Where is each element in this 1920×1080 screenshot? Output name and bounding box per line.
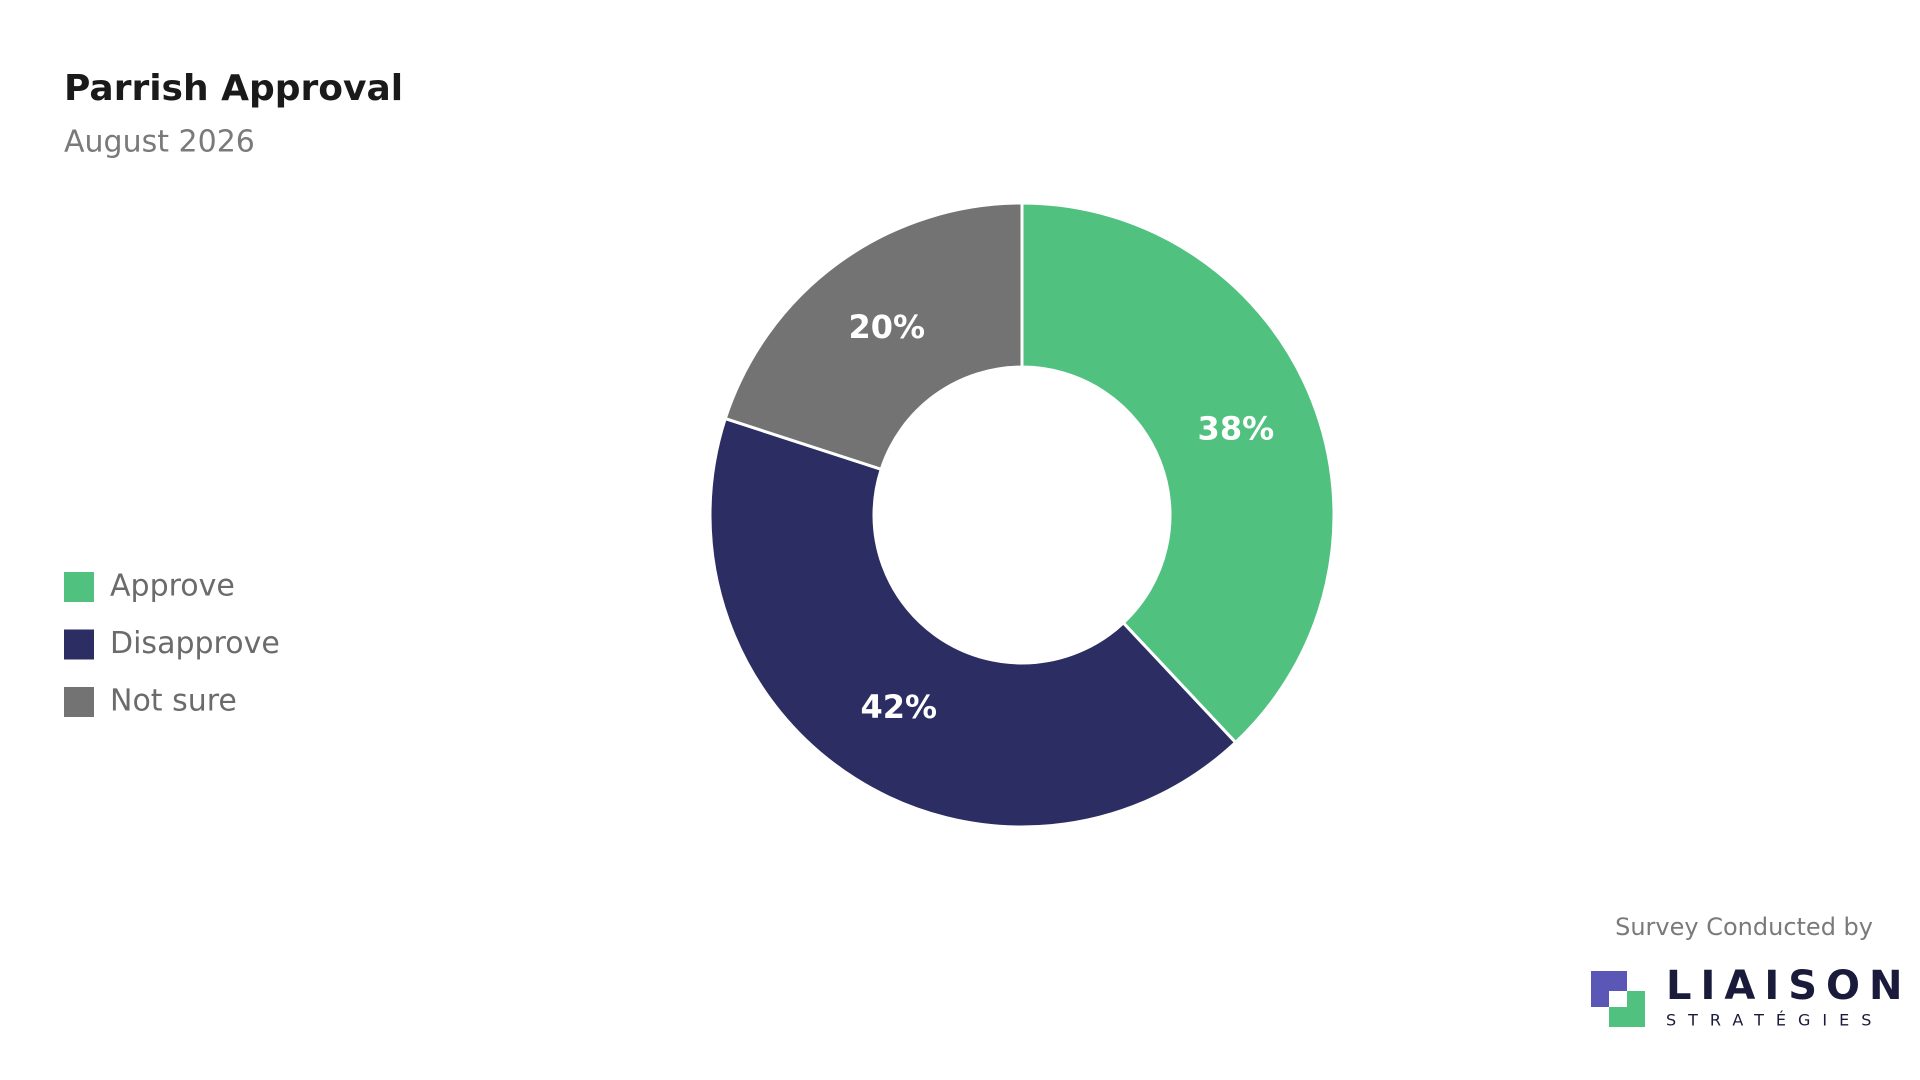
legend-swatch: [64, 629, 94, 660]
footer-text: Survey Conducted by: [1615, 913, 1873, 941]
chart-subtitle: August 2026: [64, 125, 255, 160]
legend-label: Disapprove: [110, 626, 280, 661]
slice: [723, 201, 1024, 472]
legend-swatch: [64, 687, 94, 717]
legend-swatch: [64, 572, 94, 602]
data-label: 20%: [849, 308, 926, 346]
logo-sub: STRATÉGIES: [1666, 1011, 1883, 1030]
slice: [708, 416, 1238, 829]
logo-name: LIAISON: [1666, 963, 1912, 1009]
legend-label: Approve: [110, 569, 235, 604]
slice: [1020, 201, 1336, 745]
data-label: 38%: [1198, 409, 1275, 447]
data-label: 42%: [860, 688, 937, 726]
logo-square: [1609, 991, 1627, 1007]
legend-label: Not sure: [110, 684, 237, 719]
chart-title: Parrish Approval: [64, 68, 403, 109]
